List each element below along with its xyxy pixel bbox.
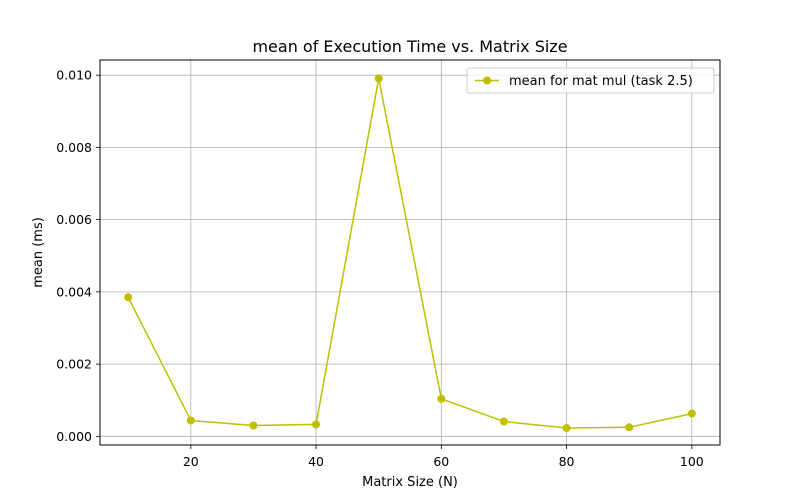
y-tick-label: 0.002 — [56, 357, 92, 372]
y-tick-label: 0.008 — [56, 140, 92, 155]
x-axis-label: Matrix Size (N) — [362, 475, 458, 490]
data-point — [687, 409, 696, 418]
y-axis-label: mean (ms) — [31, 217, 46, 288]
legend-label: mean for mat mul (task 2.5) — [509, 74, 693, 89]
data-point — [249, 421, 258, 430]
data-point — [124, 293, 133, 302]
data-point — [625, 423, 634, 432]
legend-marker-swatch — [483, 76, 491, 85]
x-tick-label: 60 — [433, 454, 449, 469]
plot-frame — [99, 59, 721, 446]
data-point — [499, 417, 508, 426]
chart-title: mean of Execution Time vs. Matrix Size — [252, 37, 567, 56]
series-layer — [124, 74, 696, 433]
legend: mean for mat mul (task 2.5) — [466, 67, 715, 94]
legend-box — [466, 67, 715, 94]
grid — [100, 60, 720, 445]
ticks: 20 40 60 80 100 0.000 0.002 0.004 0.006 0.008 0.01… — [56, 68, 704, 469]
data-point — [312, 420, 321, 429]
data-point — [186, 416, 195, 425]
x-tick-label: 100 — [680, 454, 704, 469]
data-point — [437, 394, 446, 403]
y-tick-label: 0.000 — [56, 429, 92, 444]
x-tick-label: 20 — [183, 454, 199, 469]
y-tick-label: 0.004 — [56, 284, 92, 299]
x-tick-label: 80 — [559, 454, 575, 469]
y-tick-label: 0.010 — [56, 68, 92, 83]
x-tick-label: 40 — [308, 454, 324, 469]
y-tick-label: 0.006 — [56, 212, 92, 227]
series-line — [127, 77, 692, 429]
data-point — [374, 74, 383, 83]
data-point — [562, 424, 571, 433]
